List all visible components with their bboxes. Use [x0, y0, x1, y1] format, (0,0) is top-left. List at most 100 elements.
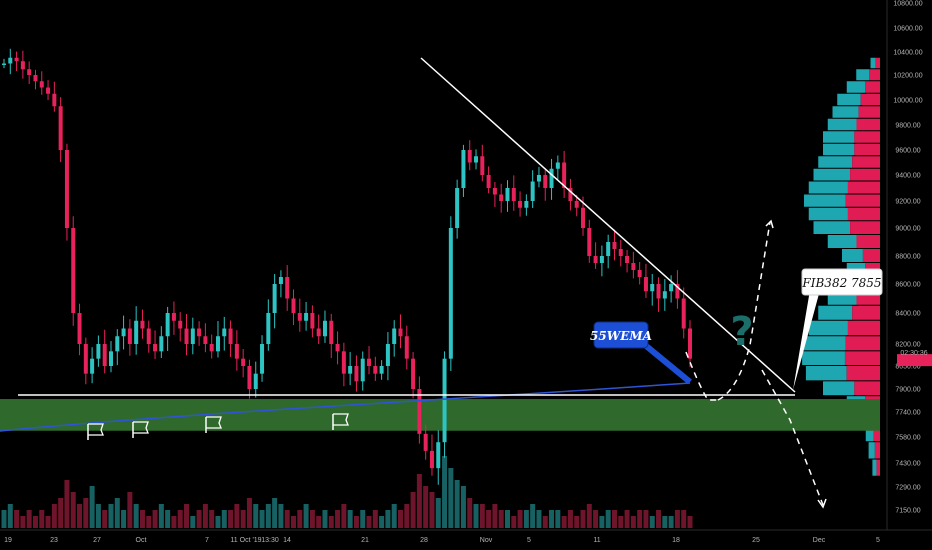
volume-bar	[77, 504, 83, 528]
volume-bar	[215, 516, 221, 528]
ema-callout[interactable]: 55WEMA	[590, 321, 692, 385]
volume-bar	[460, 486, 466, 528]
time-tick-label: 23	[50, 537, 58, 544]
candle-body	[228, 328, 233, 344]
support-zone	[0, 399, 880, 431]
time-tick-label: Nov	[480, 537, 493, 544]
candle-body	[461, 150, 466, 188]
price-tick-label: 9800.00	[895, 123, 920, 130]
volume-bar	[240, 510, 246, 528]
volume-bar	[316, 516, 322, 528]
time-tick-label: 5	[876, 537, 880, 544]
volume-bar	[423, 486, 429, 528]
candle-body	[278, 277, 283, 284]
volume-bar	[108, 504, 114, 528]
price-tick-label: 7740.00	[895, 410, 920, 417]
volume-bar	[83, 498, 89, 528]
volume-bar	[165, 510, 171, 528]
candle-body	[171, 313, 176, 321]
candle-body	[562, 162, 567, 188]
flag-icon	[132, 421, 149, 438]
candle-body	[574, 201, 579, 208]
volume-bar	[523, 510, 529, 528]
price-tick-label: 8400.00	[895, 311, 920, 318]
candle-body	[241, 358, 246, 366]
volume-bar	[511, 516, 517, 528]
volume-profile-up	[856, 69, 870, 81]
volume-bar	[246, 498, 252, 528]
volume-bar	[492, 504, 498, 528]
candle-body	[121, 328, 126, 337]
volume-profile-up	[808, 320, 848, 336]
volume-profile-up	[827, 235, 857, 248]
volume-profile-up	[823, 381, 855, 396]
candle-body	[499, 194, 504, 201]
volume-bar	[196, 510, 202, 528]
volume-bar	[297, 510, 303, 528]
volume-bar	[668, 516, 674, 528]
volume-bar	[637, 510, 643, 528]
candle-body	[83, 344, 88, 374]
volume-bar	[309, 510, 315, 528]
volume-profile-down	[858, 106, 880, 118]
volume-bar	[284, 510, 290, 528]
time-tick-label: 11	[593, 537, 600, 544]
volume-bar	[561, 516, 567, 528]
time-axis[interactable]: 19 23 27 Oct 7 11 Oct '19 13:30 14 21 28 Nov 5 11 18 2…	[4, 537, 880, 544]
volume-bar	[177, 510, 183, 528]
candle-body	[64, 150, 69, 228]
volume-bar	[303, 504, 309, 528]
candle-body	[197, 328, 202, 337]
price-tick-label: 9000.00	[895, 226, 920, 233]
volume-profile-down	[875, 57, 880, 69]
candle-body	[688, 328, 692, 359]
volume-bar	[335, 510, 341, 528]
trendline-descending[interactable]	[420, 57, 796, 393]
candle-body	[266, 313, 271, 344]
candle-body	[662, 291, 667, 299]
volume-profile-up	[804, 194, 846, 207]
volume-profile-down	[845, 194, 880, 207]
price-tick-label: 10200.00	[893, 73, 922, 80]
volume-profile-up	[827, 118, 857, 131]
candle-body	[272, 284, 277, 313]
fib-callout[interactable]: FIB382 7855	[793, 268, 883, 390]
volume-profile-down	[852, 305, 880, 320]
volume-bar	[14, 510, 20, 528]
candle-body	[247, 366, 252, 389]
volume-profile-down	[854, 381, 880, 396]
volume-profile-up	[808, 181, 848, 194]
candle-body	[442, 358, 447, 443]
current-price-countdown: 02:30:36	[900, 350, 927, 357]
volume-bar	[190, 516, 196, 528]
candle-body	[108, 351, 113, 366]
volume-bar	[574, 516, 580, 528]
candle-body	[20, 61, 25, 70]
volume-bar	[1, 510, 7, 528]
volume-bar	[51, 504, 57, 528]
volume-bar	[555, 510, 561, 528]
volume-profile-up	[818, 305, 853, 320]
volume-bar	[7, 504, 13, 528]
candle-body	[322, 320, 327, 337]
volume-bar	[567, 510, 573, 528]
volume-profile-down	[873, 426, 880, 442]
candle-body	[159, 336, 164, 352]
price-tick-label: 10400.00	[893, 50, 922, 57]
volume-bar	[202, 504, 208, 528]
volume-profile-down	[876, 459, 880, 476]
flag-icon	[332, 413, 349, 430]
volume-profile-down	[854, 143, 880, 156]
price-tick-label: 7150.00	[895, 508, 920, 515]
candle-body	[637, 270, 642, 277]
price-tick-label: 7900.00	[895, 387, 920, 394]
volume-bar	[410, 492, 416, 528]
price-tick-label: 8050.00	[895, 364, 920, 371]
price-axis[interactable]: 10800.00 10600.00 10400.00 10200.00 10000.00…	[893, 1, 922, 515]
volume-profile-up	[870, 57, 876, 69]
candle-body	[316, 328, 321, 337]
volume-profile-up	[808, 207, 848, 221]
time-tick-label: 19	[4, 537, 12, 544]
